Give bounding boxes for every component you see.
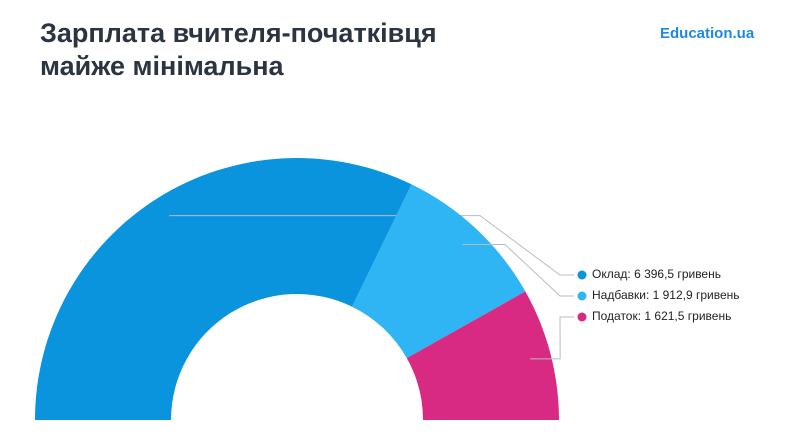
value-label: Оклад: 6 396,5 гривень	[592, 267, 721, 281]
value-label: Надбавки: 1 912,9 гривень	[592, 288, 740, 302]
leader-line	[462, 244, 574, 297]
title-line: майже мінімальна	[40, 51, 285, 81]
leader-line	[530, 316, 574, 360]
legend-dot	[577, 291, 587, 301]
value-label: Податок: 1 621,5 гривень	[592, 309, 731, 323]
segment	[406, 291, 559, 420]
leader-line	[169, 215, 574, 276]
legend-dot	[577, 312, 587, 322]
title-line: Зарплата вчителя-початківця	[40, 18, 437, 48]
segment	[352, 184, 526, 359]
legend-dot	[577, 270, 587, 280]
segment	[35, 158, 412, 420]
logo: Education.ua	[660, 25, 755, 42]
